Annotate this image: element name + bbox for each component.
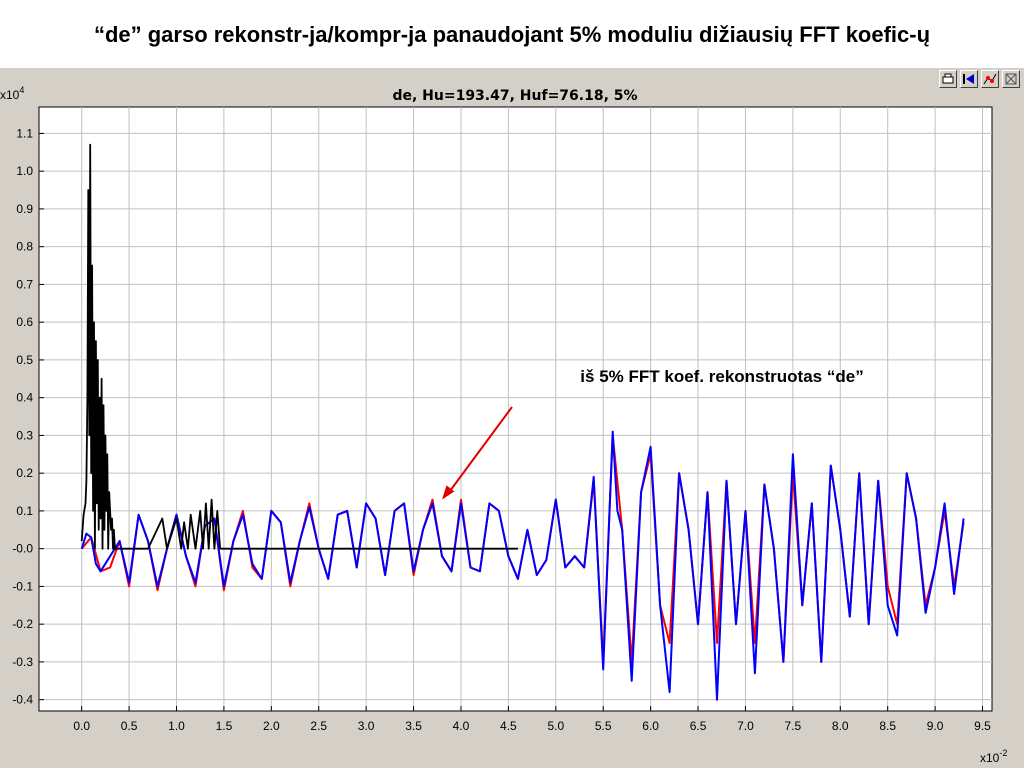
- series-reconstructed-blue: [80, 430, 965, 701]
- zoom-icon[interactable]: [1002, 70, 1020, 88]
- y-tick-label: 0.1: [16, 504, 33, 518]
- y-tick-label: 0.2: [16, 466, 33, 480]
- x-tick-label: 2.5: [310, 719, 327, 733]
- grid-lines: [39, 107, 992, 711]
- figure-toolbar: [939, 70, 1020, 90]
- y-multiplier: x104: [0, 85, 24, 102]
- x-tick-label: 6.5: [690, 719, 707, 733]
- x-tick-label: 9.0: [927, 719, 944, 733]
- y-tick-label: 0.7: [16, 277, 33, 291]
- annotation-arrowhead: [442, 485, 455, 500]
- x-tick-label: 8.0: [832, 719, 849, 733]
- y-tick-label: -0.2: [12, 617, 33, 631]
- x-tick-label: 0.0: [73, 719, 90, 733]
- y-tick-label: 0.3: [16, 428, 33, 442]
- x-tick-label: 7.0: [737, 719, 754, 733]
- y-tick-label: 1.1: [16, 126, 33, 140]
- plot-title: de, Hu=193.47, Huf=76.18, 5%: [392, 88, 637, 104]
- x-tick-label: 9.5: [974, 719, 991, 733]
- chart-svg: x104 de, Hu=193.47, Huf=76.18, 5% 1.1 1.0…: [0, 85, 1007, 765]
- y-tick-label: -0.0: [12, 542, 33, 556]
- x-tick-label: 5.0: [547, 719, 564, 733]
- matlab-figure: x104 de, Hu=193.47, Huf=76.18, 5% 1.1 1.0…: [0, 68, 1024, 768]
- x-tick-label: 5.5: [595, 719, 612, 733]
- y-tick-label: 0.4: [16, 391, 33, 405]
- series-group: [80, 143, 965, 701]
- print-icon[interactable]: [939, 70, 957, 88]
- back-icon[interactable]: [960, 70, 978, 88]
- x-tick-label: 6.0: [642, 719, 659, 733]
- series-original-black: [80, 143, 518, 550]
- x-tick-label: 0.5: [121, 719, 138, 733]
- y-tick-label: -0.4: [12, 693, 33, 707]
- x-multiplier: x10-2: [980, 748, 1007, 765]
- x-tick-label: 1.0: [168, 719, 185, 733]
- y-tick-label: -0.1: [12, 579, 33, 593]
- x-tick-label: 8.5: [879, 719, 896, 733]
- x-tick-label: 4.5: [500, 719, 517, 733]
- y-tick-label: 0.6: [16, 315, 33, 329]
- x-tick-label: 3.5: [405, 719, 422, 733]
- x-tick-label: 3.0: [358, 719, 375, 733]
- slide-title: “de” garso rekonstr-ja/kompr-ja panaudoj…: [93, 22, 931, 47]
- x-tick-label: 2.0: [263, 719, 280, 733]
- y-tick-label: 0.5: [16, 353, 33, 367]
- annotation-arrow: [447, 406, 513, 495]
- plot-area: [38, 106, 993, 712]
- y-axis-ticks: 1.1 1.0 0.9 0.8 0.7 0.6 0.5 0.4 0.3 0.2 0.1 -0.0 -0.…: [12, 126, 44, 707]
- y-tick-label: 0.8: [16, 240, 33, 254]
- x-tick-label: 1.5: [216, 719, 233, 733]
- y-tick-label: -0.3: [12, 655, 33, 669]
- x-tick-label: 7.5: [785, 719, 802, 733]
- y-tick-label: 0.9: [16, 202, 33, 216]
- x-axis-ticks: 0.0 0.5 1.0 1.5 2.0 2.5 3.0 3.5 4.0 4.5 5.0 5.5 6.0 6…: [73, 706, 991, 733]
- y-tick-label: 1.0: [16, 164, 33, 178]
- annotation-text: iš 5% FFT koef. rekonstruotas “de”: [580, 367, 863, 386]
- annotation: iš 5% FFT koef. rekonstruotas “de”: [442, 367, 864, 500]
- x-tick-label: 4.0: [453, 719, 470, 733]
- marker-icon[interactable]: [981, 70, 999, 88]
